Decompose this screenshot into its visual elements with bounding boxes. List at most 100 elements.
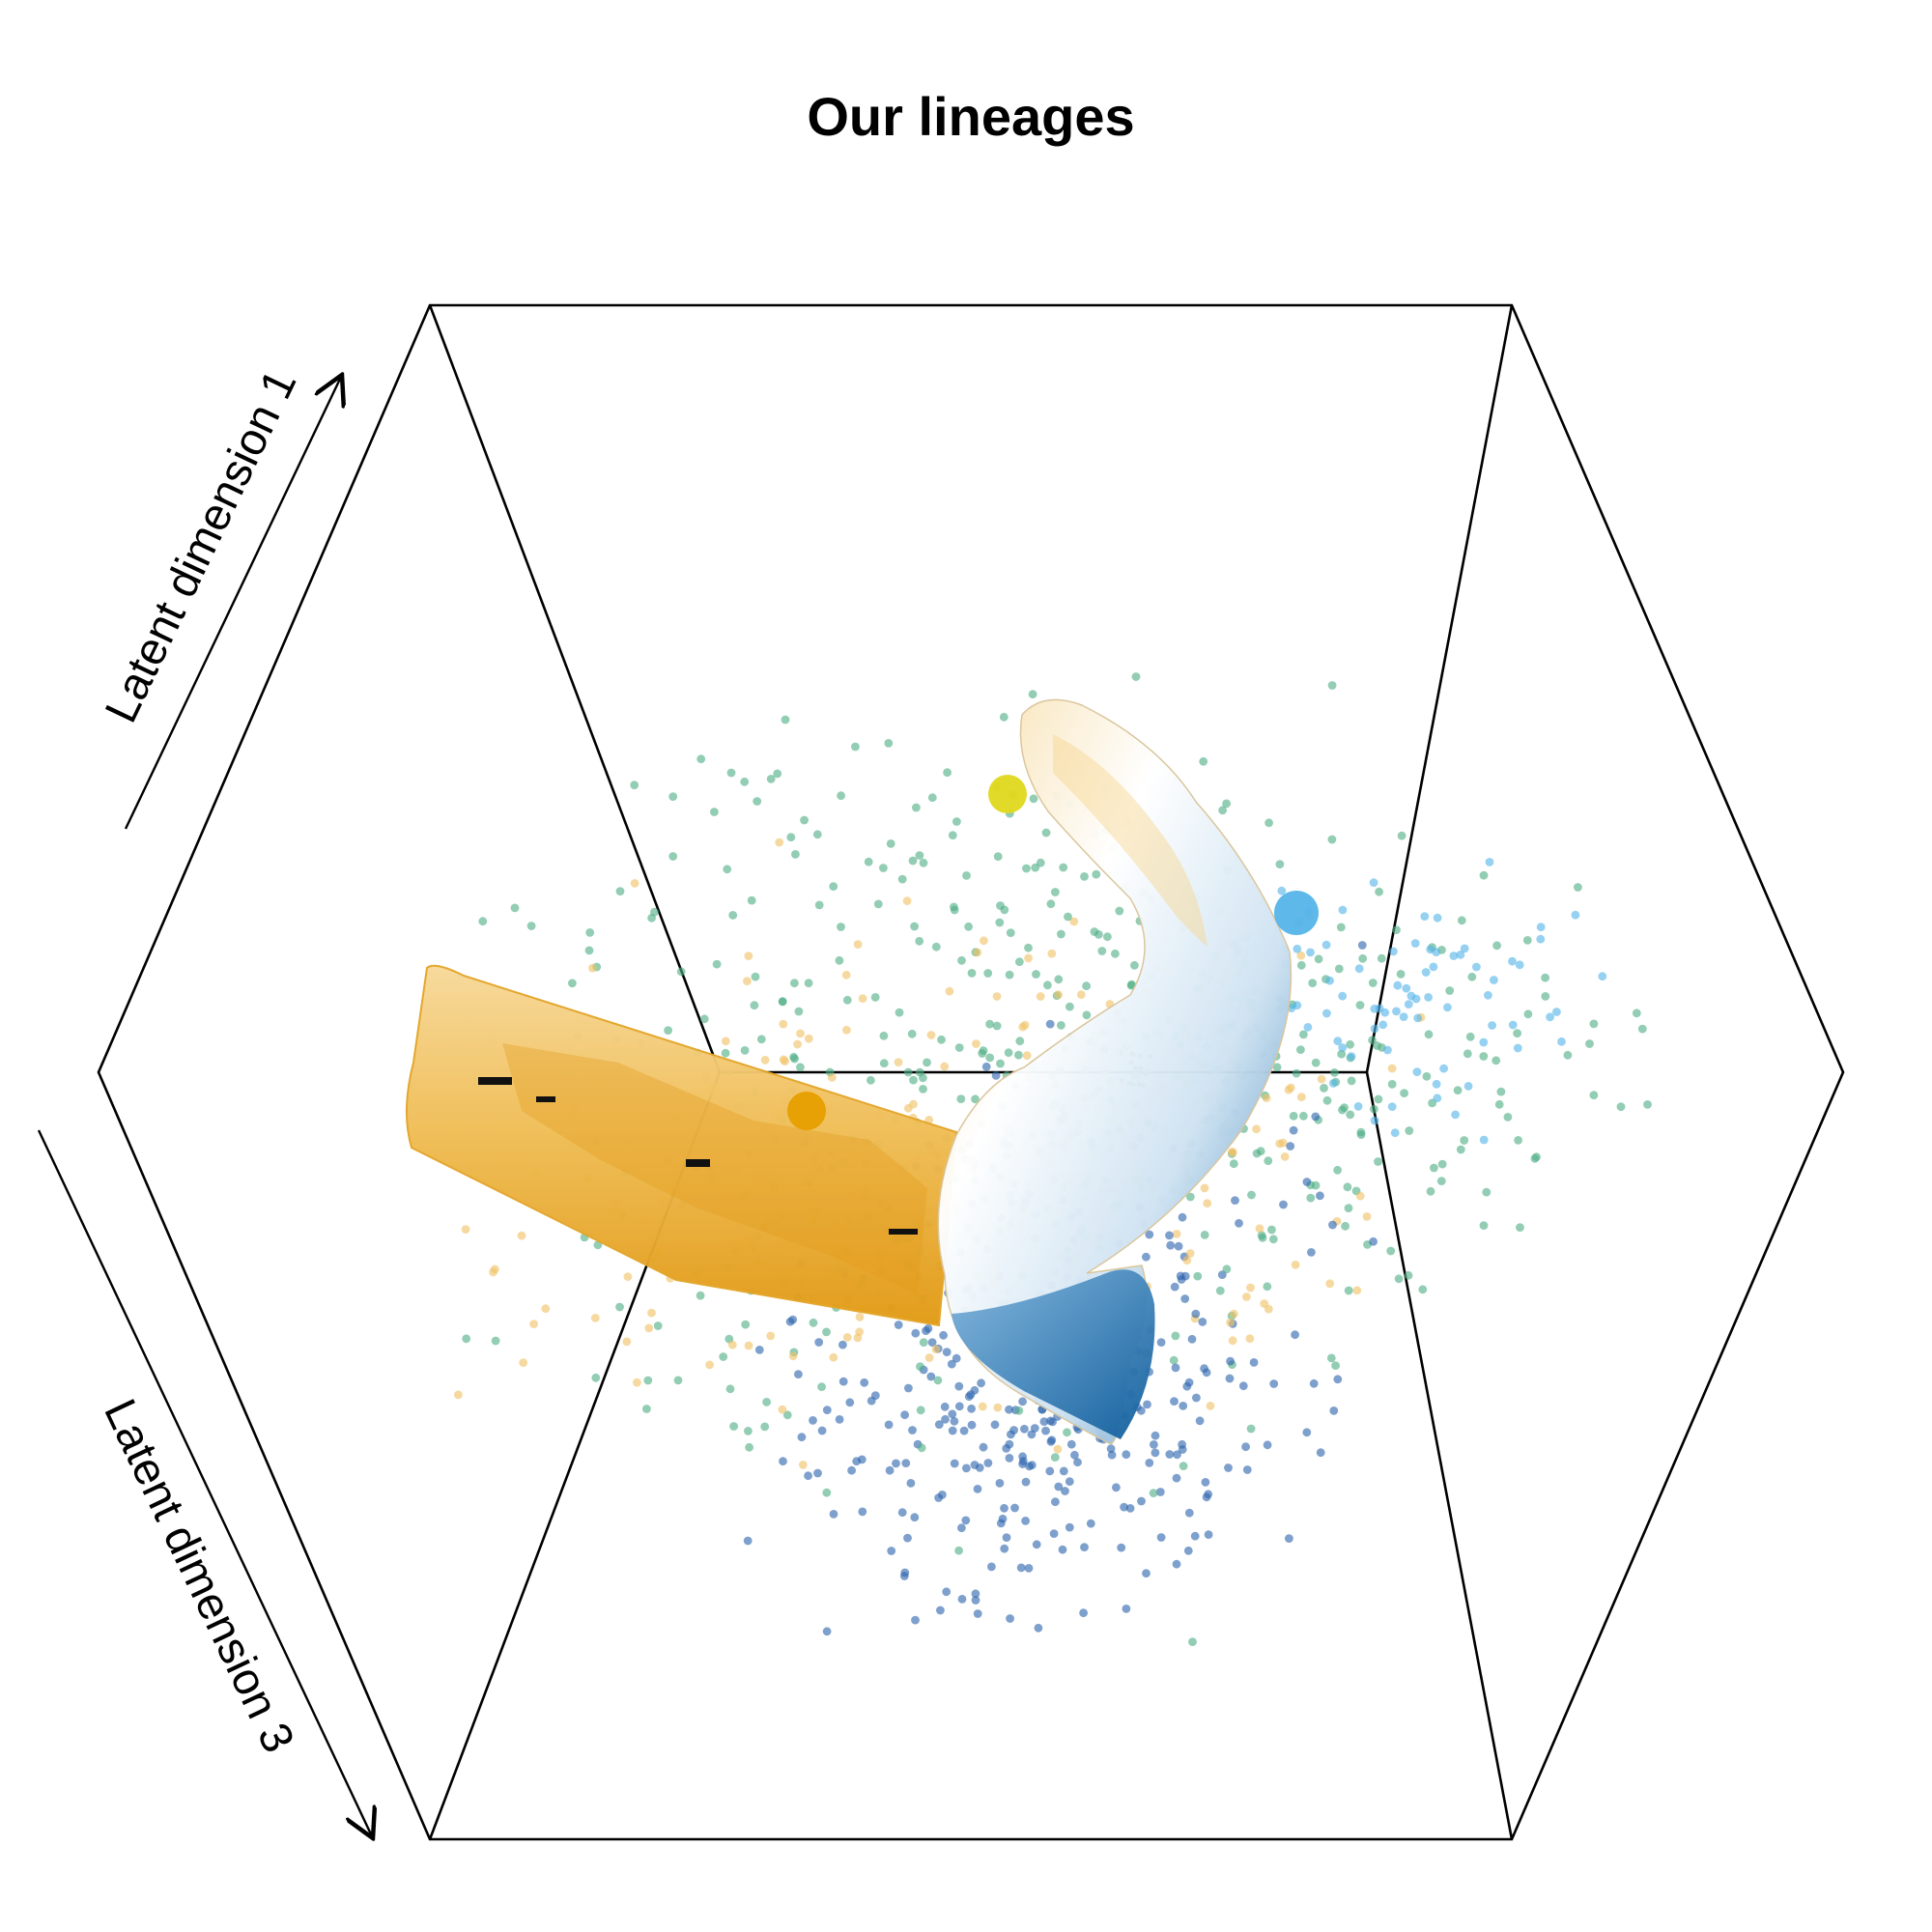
cell-point: [1272, 1063, 1282, 1072]
cell-point: [908, 1426, 917, 1435]
cell-point: [1400, 1089, 1408, 1097]
cell-point: [705, 1360, 714, 1370]
cell-point: [1380, 1008, 1390, 1017]
cell-point: [1643, 1100, 1652, 1109]
cell-point: [754, 1346, 764, 1354]
cell-point: [1005, 1454, 1014, 1463]
cell-point: [1000, 1544, 1009, 1553]
cell-point: [1326, 1353, 1336, 1363]
cell-point: [1082, 981, 1091, 991]
cell-point: [1058, 1545, 1067, 1554]
cell-point: [837, 791, 845, 801]
cell-point: [1338, 1043, 1348, 1052]
cell-point: [1465, 1032, 1475, 1041]
cell-point: [950, 1459, 959, 1468]
cell-point: [1106, 1444, 1116, 1454]
cell-point: [985, 1019, 994, 1029]
cell-point: [837, 923, 845, 931]
cell-point: [841, 970, 851, 980]
cell-point: [1206, 1402, 1215, 1410]
cell-point: [1344, 1286, 1353, 1295]
cell-point: [829, 882, 838, 891]
cell-point: [1616, 1102, 1626, 1112]
cell-point: [1059, 863, 1068, 872]
cell-point: [1383, 1045, 1392, 1055]
cell-point: [954, 1043, 964, 1052]
cell-point: [1226, 1356, 1235, 1366]
cell-point: [1137, 1496, 1146, 1506]
cell-point: [1328, 1079, 1338, 1088]
cell-point: [760, 1422, 770, 1432]
cell-point: [1490, 976, 1498, 984]
cell-point: [1513, 1029, 1521, 1037]
cell-point: [1269, 1379, 1279, 1388]
cell-point: [529, 1320, 538, 1328]
cell-point: [1122, 1450, 1131, 1460]
cell-point: [1314, 954, 1323, 964]
cell-point: [1463, 1082, 1473, 1091]
cell-point: [1061, 1487, 1069, 1495]
cell-point: [1193, 1271, 1203, 1281]
cell-point: [1103, 932, 1112, 942]
cell-point: [926, 1031, 936, 1039]
cell-point: [1321, 940, 1331, 950]
cell-point: [1387, 1102, 1397, 1111]
cell-point: [887, 1547, 896, 1555]
cell-point: [1200, 1364, 1208, 1374]
cell-point: [860, 1378, 869, 1387]
cell-point: [1375, 887, 1383, 896]
cell-point: [1228, 1148, 1236, 1156]
cell-point: [1172, 1230, 1181, 1238]
cell-point: [1046, 899, 1056, 909]
cell-point: [858, 1507, 867, 1517]
cell-point: [615, 1302, 624, 1312]
cell-point: [1496, 1087, 1506, 1096]
cell-point: [853, 940, 863, 949]
cell-point: [1437, 1159, 1447, 1169]
cell-point: [1086, 1519, 1095, 1528]
cell-point: [478, 917, 488, 926]
cell-point: [894, 1058, 903, 1066]
cell-point: [1439, 1064, 1448, 1073]
cell-point: [1368, 979, 1378, 987]
cell-point: [1482, 1187, 1492, 1197]
cell-point: [934, 1493, 943, 1502]
cell-point: [1125, 1504, 1135, 1513]
cell-point: [934, 1420, 944, 1429]
cell-point: [1443, 1003, 1452, 1012]
cell-point: [1022, 1051, 1032, 1061]
cell-point: [1355, 1001, 1365, 1009]
cell-point: [1632, 1009, 1641, 1018]
cell-point: [454, 1390, 463, 1400]
cell-point: [1018, 1397, 1027, 1406]
cell-point: [1156, 1338, 1166, 1347]
cell-point: [829, 1352, 838, 1362]
cell-point: [1546, 1012, 1554, 1022]
cell-point: [1165, 1231, 1174, 1240]
cell-point: [1362, 1212, 1372, 1221]
cell-point: [886, 839, 895, 848]
cell-point: [1289, 1125, 1298, 1135]
cell-point: [1204, 1490, 1213, 1499]
cell-point: [1015, 957, 1024, 967]
cell-point: [995, 918, 1005, 927]
cell-point: [978, 1049, 987, 1058]
cell-point: [1149, 1489, 1158, 1497]
cell-point: [1150, 1440, 1158, 1449]
cell-point: [950, 902, 958, 912]
cell-point: [1192, 1393, 1201, 1403]
cell-point: [1122, 1605, 1131, 1613]
cell-point: [912, 803, 921, 812]
cell-point: [1306, 948, 1315, 957]
cell-point: [1327, 681, 1337, 690]
cell-point: [1045, 1019, 1055, 1029]
cell-point: [1347, 1052, 1356, 1061]
lineage-tube-blue-end: [952, 1269, 1155, 1439]
cell-point: [814, 1338, 824, 1347]
cell-point: [1182, 1381, 1192, 1391]
cell-point: [756, 1035, 766, 1044]
cell-point: [1005, 1439, 1014, 1449]
cell-point: [1229, 1309, 1238, 1319]
cell-point: [1249, 1358, 1259, 1367]
cell-point: [987, 1562, 996, 1572]
